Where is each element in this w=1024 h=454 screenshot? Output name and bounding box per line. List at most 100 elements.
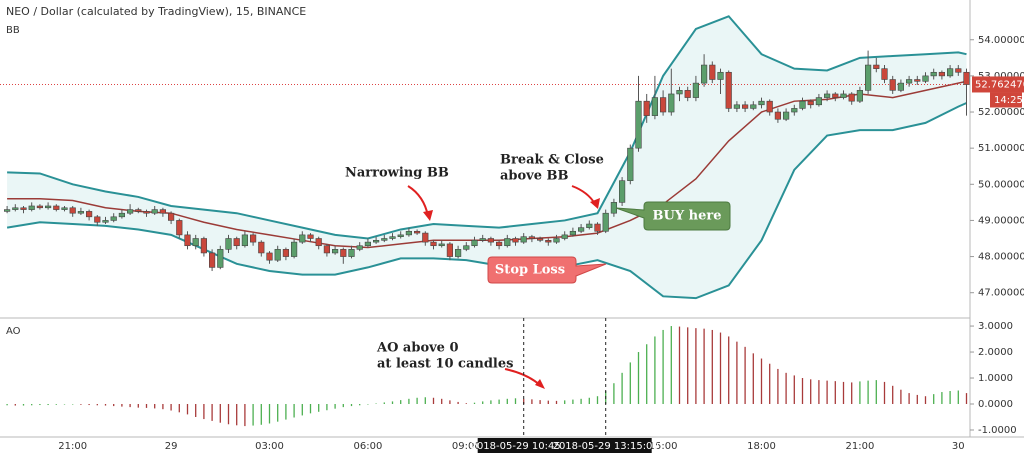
buy-callout — [615, 201, 731, 231]
candle-body — [69, 207, 76, 214]
crosshair-label-bg — [559, 438, 652, 453]
countdown-tag — [990, 92, 1022, 108]
candle-body — [12, 207, 19, 210]
candle-body — [709, 64, 716, 80]
candle-body — [725, 71, 732, 109]
candle-body — [512, 238, 519, 243]
candle-body — [684, 90, 691, 98]
annotation: at least 10 candles — [377, 357, 513, 372]
candle-body — [659, 97, 667, 113]
candle-body — [77, 211, 84, 214]
x-tick-label: 03:00 — [255, 441, 284, 452]
candle-body — [290, 241, 298, 257]
candle-body — [586, 223, 593, 228]
candle-body — [159, 209, 167, 214]
candle-body — [520, 236, 527, 243]
arrowhead — [590, 198, 600, 209]
candle-body — [102, 220, 109, 223]
x-tick-label: 29 — [165, 441, 178, 452]
candle-body — [274, 249, 281, 261]
candle-body — [487, 238, 495, 243]
candle-body — [766, 100, 773, 113]
candle-body — [315, 238, 322, 247]
candle-body — [135, 209, 142, 212]
candle-body — [209, 252, 216, 268]
candle-body — [774, 111, 781, 120]
candle-body — [397, 234, 404, 237]
candle-body — [44, 205, 52, 209]
candle-body — [864, 64, 872, 91]
candle-body — [569, 230, 576, 236]
y-tick-label: 48.000000 — [978, 252, 1024, 263]
x-tick-label: 06:00 — [353, 441, 382, 452]
candle-body — [504, 238, 511, 247]
candle-body — [127, 209, 134, 214]
candle-body — [782, 111, 790, 120]
annotation: Break & Close — [500, 153, 604, 168]
x-tick-label: 09:00 — [452, 441, 481, 452]
y-tick-label: -1.0000 — [978, 425, 1017, 436]
candle-body — [430, 241, 437, 247]
candle-body — [331, 249, 339, 254]
countdown-label: 14:25 — [994, 95, 1023, 106]
candle-body — [176, 220, 183, 236]
candle-body — [454, 249, 462, 257]
candle-body — [946, 68, 954, 77]
y-tick-label: 52.000000 — [978, 107, 1024, 118]
candle-body — [799, 100, 806, 109]
candle-body — [389, 236, 396, 239]
arrowhead — [423, 210, 433, 221]
candle-body — [118, 212, 125, 218]
candle-body — [61, 207, 68, 210]
candle-body — [545, 240, 552, 243]
candle-body — [602, 212, 609, 232]
candle-body — [840, 93, 847, 98]
candle-body — [668, 93, 675, 113]
candle-body — [110, 216, 117, 221]
y-tick-label: 1.0000 — [978, 373, 1013, 384]
candle-body — [471, 240, 478, 247]
y-tick-label: 50.000000 — [978, 179, 1024, 190]
candle-body — [241, 234, 249, 247]
candle-body — [577, 227, 585, 232]
candle-body — [914, 79, 921, 82]
candle-body — [217, 249, 224, 268]
candle-body — [192, 238, 199, 247]
annotation: above BB — [500, 169, 569, 184]
candle-body — [258, 241, 265, 254]
candle-body — [594, 223, 601, 232]
candle-body — [53, 205, 60, 210]
candle-body — [94, 216, 101, 223]
x-tick-label: 21:00 — [58, 441, 87, 452]
candle-body — [184, 234, 191, 247]
candle-body — [143, 211, 150, 214]
y-tick-label: 51.000000 — [978, 143, 1024, 154]
crosshair-label-bg — [477, 438, 570, 453]
candle-body — [643, 100, 650, 116]
annotation: AO above 0 — [376, 341, 459, 356]
y-tick-label: 49.000000 — [978, 215, 1024, 226]
candle-body — [955, 68, 962, 73]
candle-body — [168, 212, 175, 221]
y-tick-label: 2.0000 — [978, 347, 1013, 358]
candle-body — [356, 245, 363, 250]
candle-body — [717, 71, 724, 80]
candle-body — [36, 205, 43, 209]
candle-body — [282, 249, 290, 257]
candle-body — [610, 202, 617, 214]
candle-body — [561, 234, 568, 239]
band-upper — [7, 15, 967, 240]
candle-body — [553, 238, 560, 243]
candle-body — [381, 238, 388, 241]
x-tick-label: 18:00 — [747, 441, 776, 452]
y-tick-label: 0.0000 — [978, 399, 1013, 410]
candle-body — [823, 93, 831, 98]
candle-body — [676, 90, 683, 95]
y-tick-label: 54.000000 — [978, 35, 1024, 46]
price-tag-label: 52.762470 — [975, 79, 1024, 90]
candle-body — [692, 82, 699, 98]
candle-body — [922, 75, 929, 82]
indicator-label: BB — [6, 25, 20, 36]
candle-body — [307, 234, 314, 239]
candle-body — [635, 100, 642, 149]
